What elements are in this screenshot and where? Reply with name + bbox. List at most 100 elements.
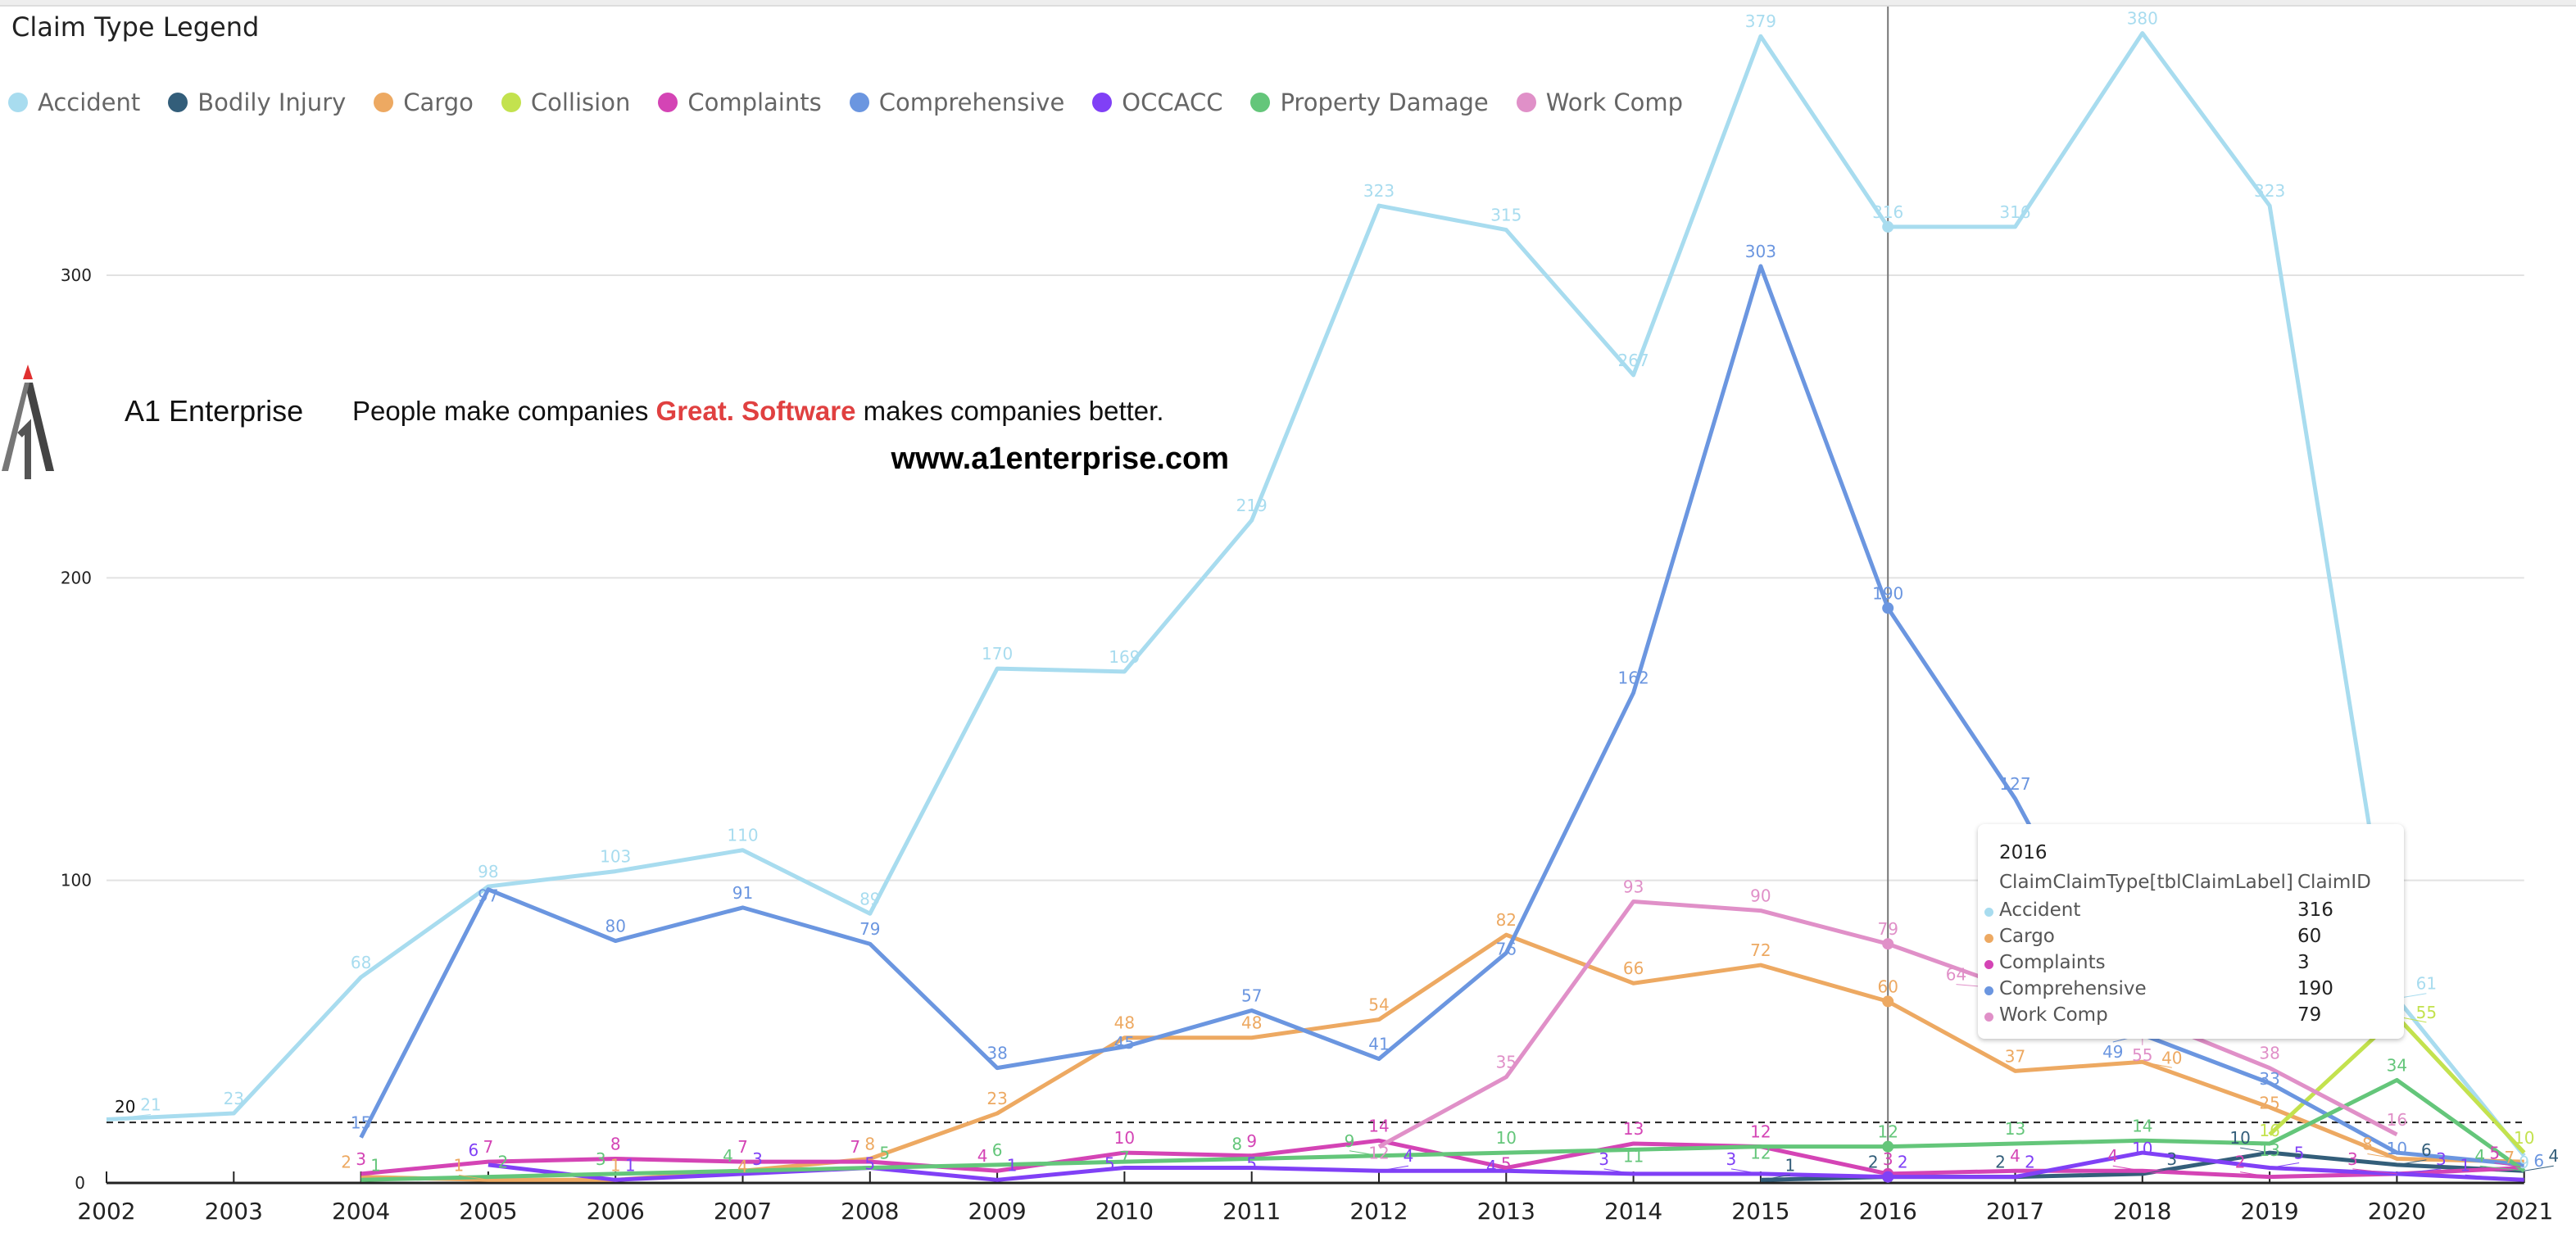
label-leader-line [2494,1162,2524,1169]
legend-dot-icon [168,93,188,112]
tooltip-row-name: Accident [1999,899,2081,921]
legend-item-accident[interactable]: Accident [8,88,140,116]
data-label-cargo: 1 [610,1155,621,1175]
series-line-property-damage [361,1077,2526,1182]
tooltip-row: Comprehensive 190 [1984,978,2394,1003]
data-label-accident: 379 [1745,11,1776,31]
data-label-complaints: 3 [1883,1149,1893,1169]
data-label-property-damage: 8 [1231,1134,1242,1153]
data-label-complaints: 4 [2107,1146,2118,1166]
website-url: www.a1enterprise.com [891,442,1229,476]
data-label-cargo: 23 [986,1089,1007,1108]
data-label-complaints: 2 [2235,1153,2246,1172]
data-label-complaints: 4 [2010,1146,2020,1166]
x-tick-label: 2008 [841,1198,899,1225]
data-label-accident: 9 [2519,1153,2529,1172]
data-label-occacc: 6 [469,1140,479,1160]
data-label-comprehensive: 6 [2533,1151,2544,1171]
data-label-cargo: 48 [1241,1013,1262,1033]
tooltip-row-value: 190 [2297,978,2333,999]
tagline-highlight: Great. Software [655,396,856,426]
legend-label: Collision [530,88,631,116]
data-label-accident: 315 [1490,206,1522,225]
data-label-occacc: 1 [1007,1155,1018,1175]
chart-legend: Accident Bodily Injury Cargo Collision Compl… [8,88,1683,116]
legend-item-collision[interactable]: Collision [501,88,630,116]
data-label-complaints: 9 [1246,1131,1257,1151]
data-label-complaints: 7 [737,1137,748,1157]
legend-label: Bodily Injury [197,88,347,116]
label-leader-line [1760,1174,1790,1180]
series-line-comprehensive [359,264,2524,1167]
legend-item-comprehensive[interactable]: Comprehensive [849,88,1064,116]
data-label-property-damage: 3 [596,1149,606,1169]
data-label-work-comp: 55 [2132,1045,2152,1065]
data-label-occacc: 5 [2294,1144,2305,1163]
label-leader-line [2240,1171,2270,1178]
legend-dot-icon [1516,93,1536,112]
legend-label: Accident [38,88,141,116]
legend-item-property-damage[interactable]: Property Damage [1250,88,1489,116]
tooltip-row: Complaints 3 [1984,952,2394,976]
data-label-work-comp: 35 [1496,1053,1517,1072]
legend-title: Claim Type Legend [11,11,260,43]
data-label-property-damage: 11 [1623,1146,1644,1166]
legend-label: Cargo [403,88,474,116]
data-label-accident: 323 [2254,181,2285,201]
y-tick-label: 200 [61,568,92,587]
x-tick-label: 2010 [1095,1198,1154,1225]
data-label-cargo: 4 [737,1157,748,1176]
x-tick-label: 2004 [332,1198,390,1225]
data-label-complaints: 13 [1623,1119,1644,1139]
data-label-property-damage: 12 [1750,1144,1771,1163]
data-label-comprehensive: 33 [2259,1069,2279,1089]
data-label-cargo: 82 [1496,910,1517,930]
tooltip-row-value: 60 [2297,926,2322,947]
legend-item-work-comp[interactable]: Work Comp [1516,88,1684,116]
legend-dot-icon [501,93,521,112]
data-label-complaints: 3 [356,1149,366,1169]
data-label-accident: 316 [1999,202,2030,222]
label-leader-line [2240,1147,2270,1153]
legend-item-occacc[interactable]: OCCACC [1092,88,1222,116]
legend-item-bodily-injury[interactable]: Bodily Injury [168,88,346,116]
legend-label: Complaints [687,88,822,116]
data-label-bodily-injury: 10 [2229,1128,2250,1148]
data-label-property-damage: 13 [2005,1119,2025,1139]
label-leader-line [458,1174,488,1180]
legend-item-complaints[interactable]: Complaints [658,88,822,116]
y-tick-label: 100 [61,871,92,890]
x-tick-label: 2005 [459,1198,517,1225]
y-tick-label: 300 [61,265,92,285]
legend-item-cargo[interactable]: Cargo [374,88,474,116]
legend-label: Work Comp [1545,88,1684,116]
data-label-occacc: 4 [1404,1146,1414,1166]
data-label-comprehensive: 57 [1241,986,1262,1005]
data-label-accident: 98 [478,862,498,881]
data-label-comprehensive: 162 [1618,668,1649,688]
x-tick-label: 2012 [1349,1198,1408,1225]
hover-point-cargo [1882,995,1894,1008]
y-tick-label: 0 [75,1173,85,1193]
hover-point-accident [1882,220,1894,233]
data-label-comprehensive: 76 [1496,939,1517,958]
x-tick-label: 2020 [2368,1198,2426,1225]
data-label-occacc: 4 [1486,1157,1497,1176]
tooltip-title: 2016 [1999,842,2048,863]
x-tick-label: 2011 [1222,1198,1281,1225]
label-leader-line [2397,1168,2442,1175]
label-leader-line [2367,1153,2397,1159]
legend-dot-icon [374,93,394,112]
data-label-accident: 21 [140,1094,161,1114]
legend-dot-icon [849,93,869,112]
data-label-cargo: 72 [1750,940,1771,960]
data-label-comprehensive: 91 [732,883,753,903]
data-label-work-comp: 90 [1750,886,1771,906]
data-label-accident: 23 [224,1089,244,1108]
data-label-cargo: 1 [454,1155,465,1175]
x-tick-label: 2007 [714,1198,772,1225]
hover-point-property-damage [1882,1140,1894,1153]
data-label-cargo: 25 [2259,1094,2279,1113]
data-label-cargo: 60 [1877,976,1898,996]
label-leader-line [2397,1159,2427,1166]
